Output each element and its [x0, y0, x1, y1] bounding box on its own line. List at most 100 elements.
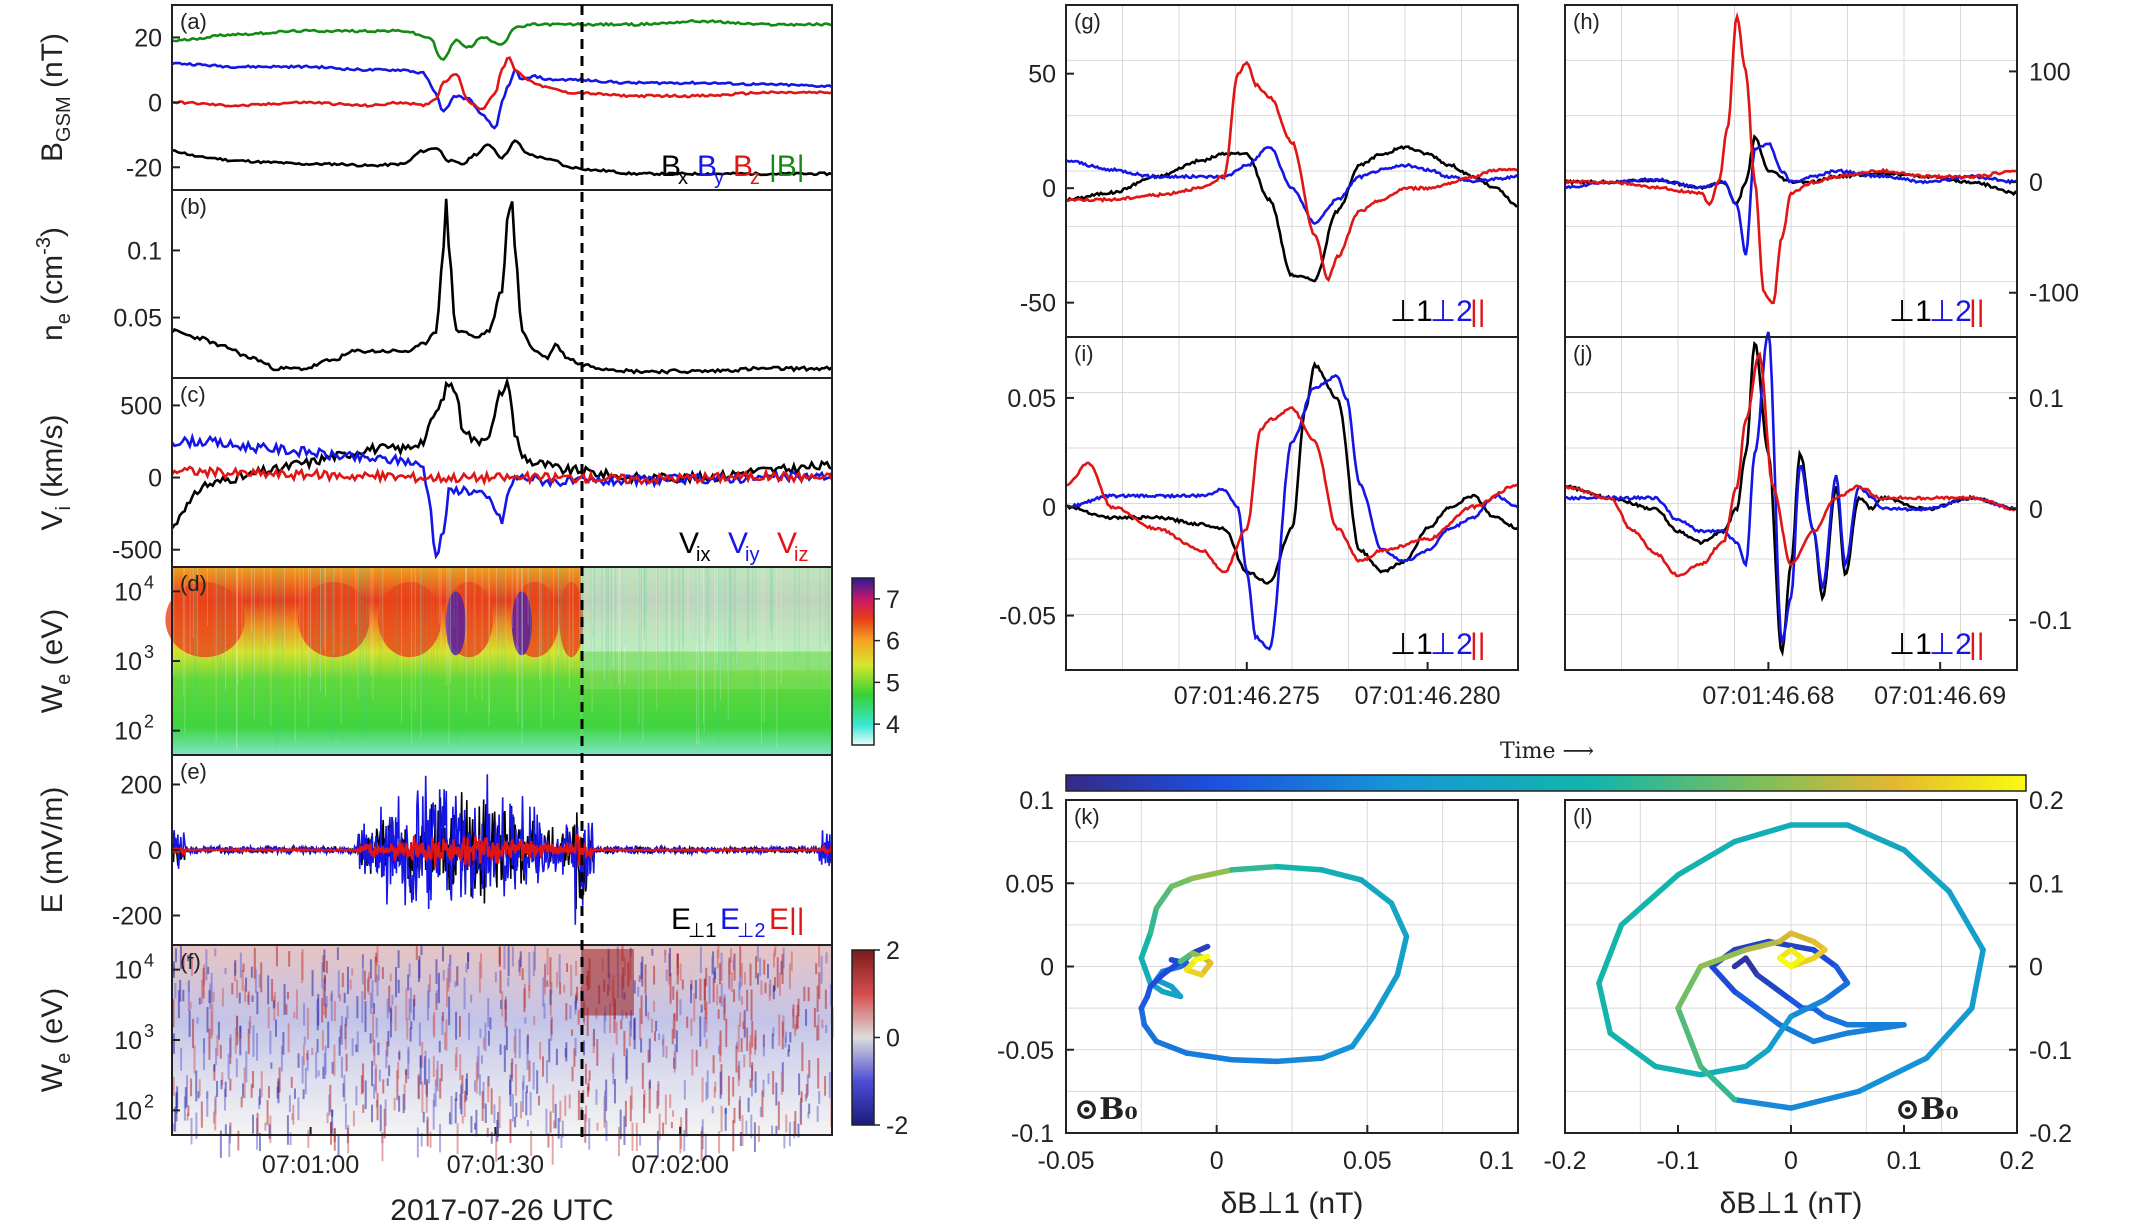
- spectrogram-pixel: [737, 1066, 740, 1086]
- spectrogram-pixel: [711, 1106, 714, 1114]
- spectrogram-pixel: [186, 1075, 189, 1107]
- spectrogram-pixel: [750, 989, 753, 1021]
- spectrogram-pixel: [202, 1038, 205, 1070]
- hodogram-segment: [1168, 875, 1196, 890]
- spectrogram-pixel: [816, 985, 819, 1012]
- spectrogram-pixel: [739, 1131, 742, 1147]
- hodogram-segment: [1153, 883, 1175, 911]
- y-tick-label: 0.1: [2029, 870, 2064, 898]
- legend-entry: E||: [769, 903, 805, 936]
- spectrogram-pixel: [777, 1101, 780, 1131]
- spectrogram-pixel: [337, 1134, 340, 1157]
- spectrogram-pixel: [455, 1092, 458, 1101]
- spectrogram-pixel: [705, 1000, 708, 1025]
- spectrogram-pixel: [537, 1095, 540, 1106]
- spectrogram-pixel: [465, 963, 468, 973]
- spectrogram-pixel: [376, 1092, 379, 1121]
- spectrogram-pixel: [549, 1111, 552, 1133]
- spectrogram-pixel: [511, 1093, 514, 1122]
- spectrogram-pixel: [785, 1031, 788, 1043]
- panel-h: -100 0 100 (h) ⊥1⊥2||: [1564, 4, 2079, 338]
- x-tick-label: 07:01:46.69: [1874, 682, 2006, 710]
- spectrogram-pixel: [381, 967, 384, 979]
- spectrogram-pixel: [719, 996, 722, 1004]
- spectrogram-pixel: [739, 1012, 742, 1027]
- spectrogram-pixel: [789, 1032, 792, 1043]
- spectrogram-pixel: [193, 1045, 196, 1074]
- hodogram-segment: [1709, 963, 1738, 995]
- spectrogram-pixel: [456, 967, 459, 985]
- x-tick-label: 07:01:30: [447, 1151, 544, 1179]
- spectrogram-pixel: [495, 1130, 498, 1163]
- spectrogram-pixel: [743, 1054, 746, 1068]
- spectrogram-pixel: [669, 973, 672, 1004]
- spectrogram-pixel: [412, 999, 415, 1021]
- spectrogram-pixel: [498, 946, 501, 967]
- spectrogram-pixel: [768, 984, 771, 1001]
- spectrogram-pixel: [460, 1083, 463, 1115]
- hodogram-segment: [1596, 922, 1625, 986]
- x-tick-label: 07:01:46.68: [1702, 682, 1834, 710]
- spectrogram-pixel: [583, 1040, 586, 1056]
- spectrogram-pixel: [364, 1080, 367, 1109]
- spectrogram-pixel: [428, 1058, 431, 1084]
- spectrogram-pixel: [377, 965, 380, 981]
- spectrogram-pixel: [635, 1122, 638, 1152]
- spectrogram-pixel: [528, 984, 531, 999]
- spectrogram-pixel: [788, 963, 791, 990]
- spectrogram-pixel: [172, 1076, 175, 1096]
- spectrogram-pixel: [217, 1021, 220, 1040]
- spectrogram-pixel: [699, 978, 702, 1001]
- spectrogram-pixel: [250, 966, 253, 978]
- spectrogram-pixel: [252, 1114, 255, 1134]
- spectrogram-pixel: [468, 1012, 471, 1040]
- spectrogram-pixel: [762, 1079, 765, 1098]
- spectrogram-pixel: [639, 1134, 642, 1146]
- spectrogram-pixel: [493, 1104, 496, 1124]
- spectrogram-pixel: [780, 1071, 783, 1095]
- spectrogram-pixel: [331, 1110, 334, 1134]
- spectrogram-pixel: [763, 959, 766, 975]
- spectrogram-pixel: [759, 957, 762, 977]
- spectrogram-pixel: [206, 1092, 209, 1099]
- spectrogram-pixel: [557, 1118, 560, 1139]
- spectrogram-pixel: [645, 994, 648, 1017]
- spectrogram-pixel: [672, 1020, 675, 1033]
- spectrogram-pixel: [384, 1099, 387, 1127]
- spectrogram-pixel: [420, 1133, 423, 1147]
- x-tick-label: 0.1: [1887, 1147, 1922, 1175]
- spectrogram-pixel: [717, 1045, 720, 1054]
- spectrogram-pixel: [371, 1060, 374, 1087]
- spectrogram-pixel: [613, 1002, 616, 1034]
- spectrogram-pixel: [293, 1011, 296, 1019]
- spectrogram-pixel: [302, 1089, 305, 1100]
- spectrogram-pixel: [671, 1028, 674, 1045]
- spectrogram-pixel: [623, 1115, 626, 1145]
- spectrogram-pixel: [474, 1122, 477, 1130]
- spectrogram-pixel: [756, 945, 759, 962]
- spectrogram-pixel: [792, 1004, 795, 1029]
- spectrogram-pixel: [397, 979, 400, 994]
- unit: (nT): [36, 33, 69, 96]
- spectrogram-pixel: [327, 1021, 330, 1049]
- spectrogram-pixel: [638, 975, 641, 982]
- x-tick-label: -0.05: [1038, 1147, 1095, 1175]
- spectrogram-pixel: [231, 982, 234, 995]
- spectrogram-pixel: [250, 1084, 253, 1098]
- spectrogram-pixel: [595, 1089, 598, 1105]
- spectrogram-pixel: [756, 973, 759, 985]
- spectrogram-pixel: [673, 1051, 676, 1073]
- spectrogram-pixel: [797, 998, 800, 1017]
- spectrogram-pixel: [191, 957, 194, 976]
- spectrogram-pixel: [668, 947, 671, 977]
- spectrogram-pixel: [434, 1079, 437, 1107]
- spectrogram-pixel: [177, 990, 180, 1019]
- spectrogram-pixel: [596, 1122, 599, 1131]
- spectrogram-pixel: [683, 1080, 686, 1100]
- spectrogram-pixel: [705, 1082, 708, 1101]
- spectrogram-pixel: [190, 1117, 193, 1145]
- spectrogram-pixel: [681, 979, 684, 990]
- hodogram-segment: [1138, 930, 1154, 961]
- panel-label: (h): [1573, 9, 1600, 34]
